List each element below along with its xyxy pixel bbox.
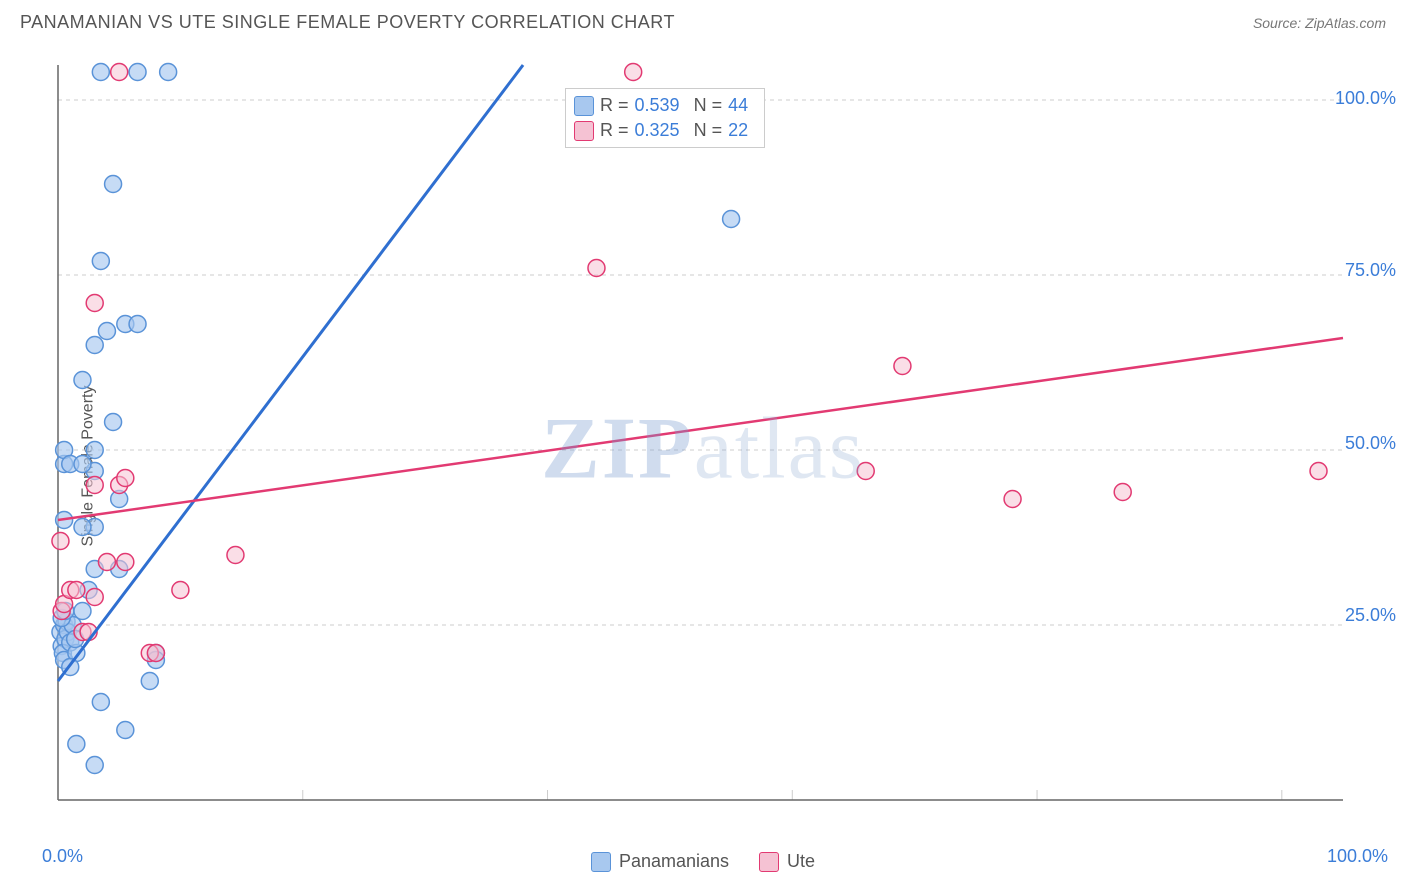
stats-legend-row: R = 0.539 N =44 xyxy=(574,93,756,118)
trend-line xyxy=(58,65,523,681)
data-point xyxy=(98,323,115,340)
data-point xyxy=(74,456,91,473)
legend-swatch xyxy=(574,96,594,116)
data-point xyxy=(111,64,128,81)
data-point xyxy=(227,547,244,564)
data-point xyxy=(117,722,134,739)
data-point xyxy=(86,757,103,774)
data-point xyxy=(857,463,874,480)
data-point xyxy=(86,477,103,494)
data-point xyxy=(1310,463,1327,480)
data-point xyxy=(92,694,109,711)
y-tick-50: 50.0% xyxy=(1345,433,1396,454)
data-point xyxy=(98,554,115,571)
data-point xyxy=(74,372,91,389)
data-point xyxy=(86,337,103,354)
data-point xyxy=(74,519,91,536)
stats-legend: R = 0.539 N =44 R = 0.325 N =22 xyxy=(565,88,765,148)
r-label: R = xyxy=(600,95,629,116)
data-point xyxy=(117,470,134,487)
source-label: Source: ZipAtlas.com xyxy=(1253,15,1386,31)
data-point xyxy=(588,260,605,277)
legend-label: Panamanians xyxy=(619,851,729,872)
data-point xyxy=(86,442,103,459)
data-point xyxy=(723,211,740,228)
n-value: 22 xyxy=(728,120,748,141)
data-point xyxy=(92,253,109,270)
data-point xyxy=(147,645,164,662)
legend-item: Ute xyxy=(759,851,815,872)
data-point xyxy=(105,176,122,193)
trend-line xyxy=(58,338,1343,520)
data-point xyxy=(625,64,642,81)
data-point xyxy=(129,64,146,81)
data-point xyxy=(68,582,85,599)
y-tick-25: 25.0% xyxy=(1345,605,1396,626)
r-value: 0.325 xyxy=(635,120,680,141)
data-point xyxy=(141,673,158,690)
data-point xyxy=(92,64,109,81)
r-label: R = xyxy=(600,120,629,141)
legend-swatch xyxy=(591,852,611,872)
data-point xyxy=(129,316,146,333)
n-label: N = xyxy=(694,95,723,116)
header: PANAMANIAN VS UTE SINGLE FEMALE POVERTY … xyxy=(0,0,1406,40)
data-point xyxy=(160,64,177,81)
n-label: N = xyxy=(694,120,723,141)
data-point xyxy=(1114,484,1131,501)
data-point xyxy=(117,554,134,571)
data-point xyxy=(68,736,85,753)
data-point xyxy=(1004,491,1021,508)
data-point xyxy=(86,295,103,312)
n-value: 44 xyxy=(728,95,748,116)
data-point xyxy=(74,603,91,620)
legend-swatch xyxy=(759,852,779,872)
r-value: 0.539 xyxy=(635,95,680,116)
data-point xyxy=(86,589,103,606)
series-legend: Panamanians Ute xyxy=(0,851,1406,872)
y-tick-75: 75.0% xyxy=(1345,260,1396,281)
chart-title: PANAMANIAN VS UTE SINGLE FEMALE POVERTY … xyxy=(20,12,675,33)
legend-label: Ute xyxy=(787,851,815,872)
data-point xyxy=(172,582,189,599)
stats-legend-row: R = 0.325 N =22 xyxy=(574,118,756,143)
data-point xyxy=(894,358,911,375)
data-point xyxy=(52,533,69,550)
plot-container: Single Female Poverty ZIPatlas R =0.539N… xyxy=(0,40,1406,892)
legend-item: Panamanians xyxy=(591,851,729,872)
y-tick-100: 100.0% xyxy=(1335,88,1396,109)
scatter-chart xyxy=(48,55,1388,845)
legend-swatch xyxy=(574,121,594,141)
data-point xyxy=(105,414,122,431)
